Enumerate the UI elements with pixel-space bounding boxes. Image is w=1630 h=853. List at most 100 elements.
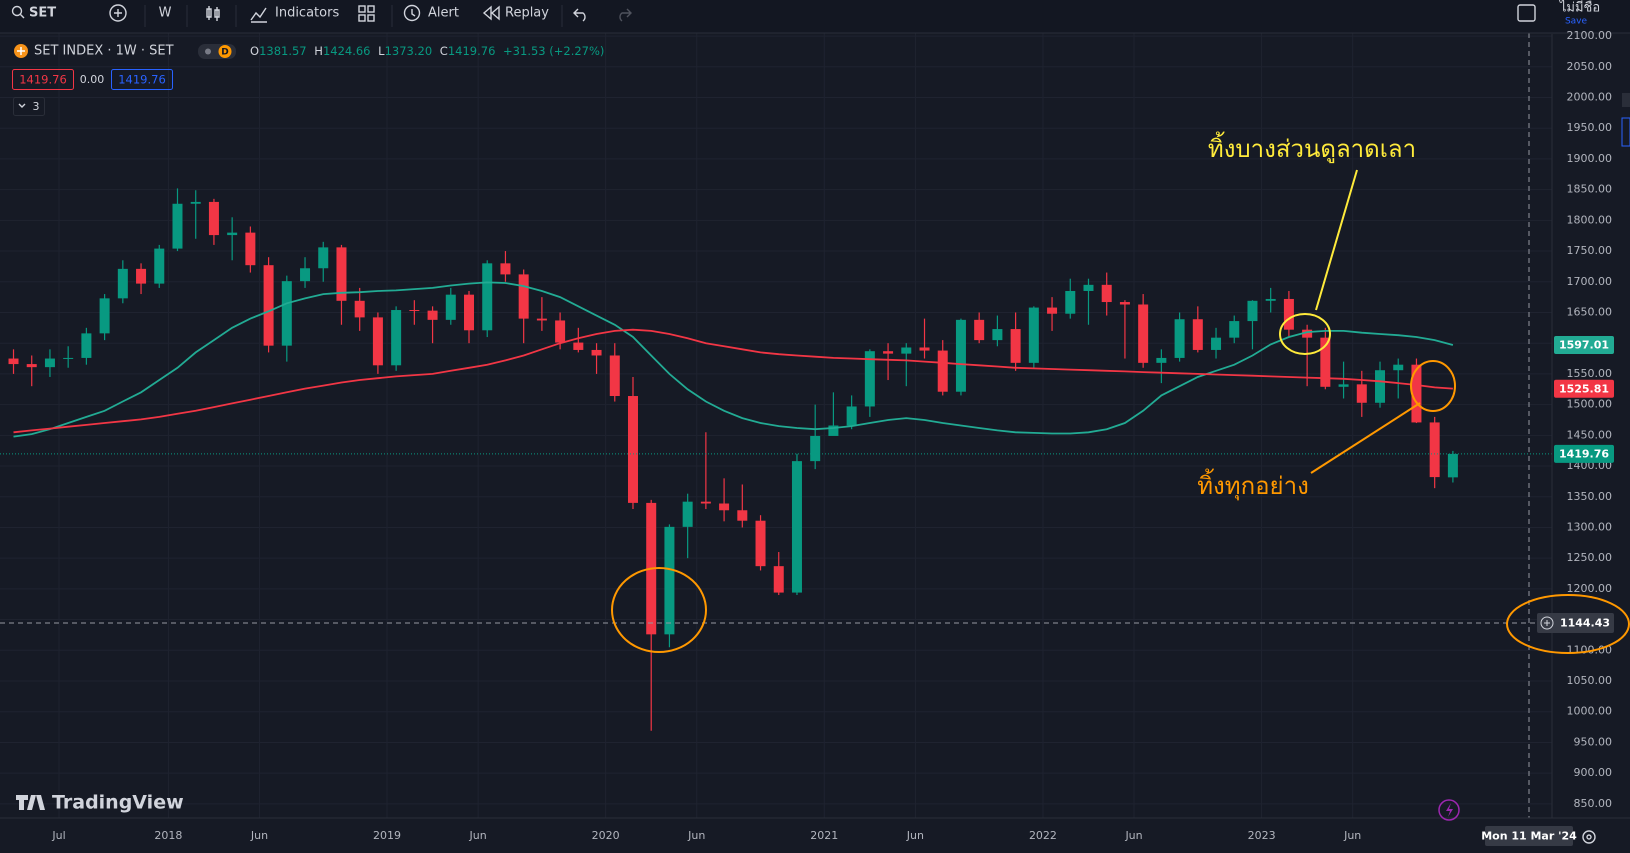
candle-body	[117, 268, 128, 299]
buy-box[interactable]	[111, 69, 173, 90]
watermark: TradingView	[16, 792, 184, 814]
arrow-line[interactable]	[1315, 169, 1358, 311]
indicators-collapse[interactable]	[13, 97, 45, 116]
candle-body	[1010, 329, 1021, 363]
candle-body	[1156, 357, 1167, 363]
side-toolbar[interactable]	[1622, 93, 1630, 107]
indicators-button[interactable]: Indicators	[250, 6, 339, 23]
arrow-line[interactable]	[1310, 402, 1421, 474]
lightning-button[interactable]	[1438, 799, 1460, 821]
ma-price-label: 1597.01	[1559, 339, 1609, 352]
candle-body	[700, 501, 711, 504]
replay-button[interactable]: Replay	[482, 5, 549, 21]
candle-body	[1411, 364, 1422, 423]
add-symbol[interactable]	[109, 4, 127, 22]
fullscreen-button[interactable]	[1517, 4, 1536, 22]
x-tick-label: 2022	[1029, 829, 1057, 842]
alert-button[interactable]: Alert	[403, 4, 459, 22]
candle-body	[974, 319, 985, 341]
layout-name[interactable]: ไม่มีชื่อ	[1559, 0, 1600, 16]
alert-icon	[411, 9, 416, 17]
save-label[interactable]: Save	[1565, 17, 1588, 27]
candle-body	[409, 310, 420, 312]
redo-button[interactable]	[619, 8, 632, 22]
candle-body	[81, 333, 92, 358]
axes-layer: 850.00900.00950.001000.001050.001100.001…	[0, 29, 1630, 853]
grid-layer	[0, 33, 1552, 818]
candle-body	[755, 520, 766, 567]
y-tick-label: 1550.00	[1567, 367, 1613, 380]
l-label: L	[378, 44, 385, 58]
highlight-ellipse[interactable]	[611, 567, 707, 653]
change-value: +31.53 (+2.27%)	[503, 44, 604, 58]
annotation-text[interactable]: ทิ้งทุกอย่าง	[1197, 468, 1309, 501]
candle-body	[208, 201, 219, 236]
x-tick-label: Jun	[250, 829, 268, 842]
x-tick-label: Jun	[1343, 829, 1361, 842]
y-tick-label: 1000.00	[1567, 705, 1613, 718]
h-label: H	[314, 44, 323, 58]
indicator-count: 3	[33, 100, 40, 113]
lightning-icon	[1446, 803, 1453, 817]
candle-body	[427, 310, 438, 320]
candle-body	[992, 329, 1003, 341]
candle-body	[955, 319, 966, 392]
highlight-ellipse[interactable]	[1279, 313, 1331, 355]
candle-body	[26, 364, 37, 368]
x-tick-label: 2020	[592, 829, 620, 842]
y-tick-label: 1950.00	[1567, 121, 1613, 134]
candle-body	[154, 248, 165, 284]
time-axis-bg	[0, 818, 1630, 853]
watermark-logo	[16, 795, 45, 810]
o-label: O	[250, 44, 259, 58]
candle-body	[172, 203, 183, 249]
crosshair-add-icon	[1540, 616, 1554, 630]
interval-button[interactable]: W	[159, 6, 172, 21]
y-tick-label: 2100.00	[1567, 29, 1613, 42]
y-tick-label: 1800.00	[1567, 213, 1613, 226]
candle-body	[536, 318, 547, 321]
annotation-text[interactable]: ทิ้งบางส่วนดูลาดเลา	[1208, 131, 1416, 164]
y-tick-label: 950.00	[1574, 735, 1613, 748]
y-tick-label: 1200.00	[1567, 582, 1613, 595]
toolbar-bg	[0, 0, 1630, 33]
candle-body	[591, 349, 602, 356]
candle-body	[1302, 329, 1313, 338]
y-tick-label: 2050.00	[1567, 60, 1613, 73]
candle-body	[500, 263, 511, 275]
undo-button[interactable]	[573, 8, 586, 22]
settings-button[interactable]	[1582, 830, 1596, 844]
candle-body	[263, 265, 274, 346]
highlight-ellipse[interactable]	[1410, 360, 1456, 412]
candle-body	[573, 342, 584, 350]
c-value: 1419.76	[448, 44, 496, 58]
price-axis-bg	[1552, 34, 1630, 818]
candle-body	[354, 300, 365, 318]
side-toolbar[interactable]	[1621, 117, 1630, 147]
candle-body	[1192, 319, 1203, 350]
x-tick-label: Jun	[687, 829, 705, 842]
indicators-icon	[250, 7, 267, 23]
layouts-button[interactable]	[358, 5, 375, 22]
o-value: 1381.57	[259, 44, 307, 58]
grid-icon	[358, 14, 366, 22]
candle-body	[1375, 370, 1386, 403]
candle-body	[627, 396, 638, 503]
replay-label: Replay	[505, 6, 549, 21]
sell-price: 1419.76	[19, 73, 67, 87]
candle-body	[1265, 298, 1276, 301]
symbol-search[interactable]: SET	[11, 6, 57, 21]
highlight-ellipse	[1506, 594, 1630, 655]
candle-body	[300, 268, 311, 282]
delay-badge-label: D	[221, 48, 228, 58]
candle-body	[1229, 321, 1240, 338]
sell-box[interactable]	[12, 69, 74, 90]
spread: 0.00	[80, 73, 105, 86]
candle-body	[1338, 384, 1349, 387]
x-tick-label: Jul	[51, 829, 65, 842]
x-tick-label: 2018	[154, 829, 182, 842]
chart-type-button[interactable]	[206, 6, 220, 21]
x-tick-label: 2023	[1248, 829, 1276, 842]
candle-body	[245, 232, 256, 266]
